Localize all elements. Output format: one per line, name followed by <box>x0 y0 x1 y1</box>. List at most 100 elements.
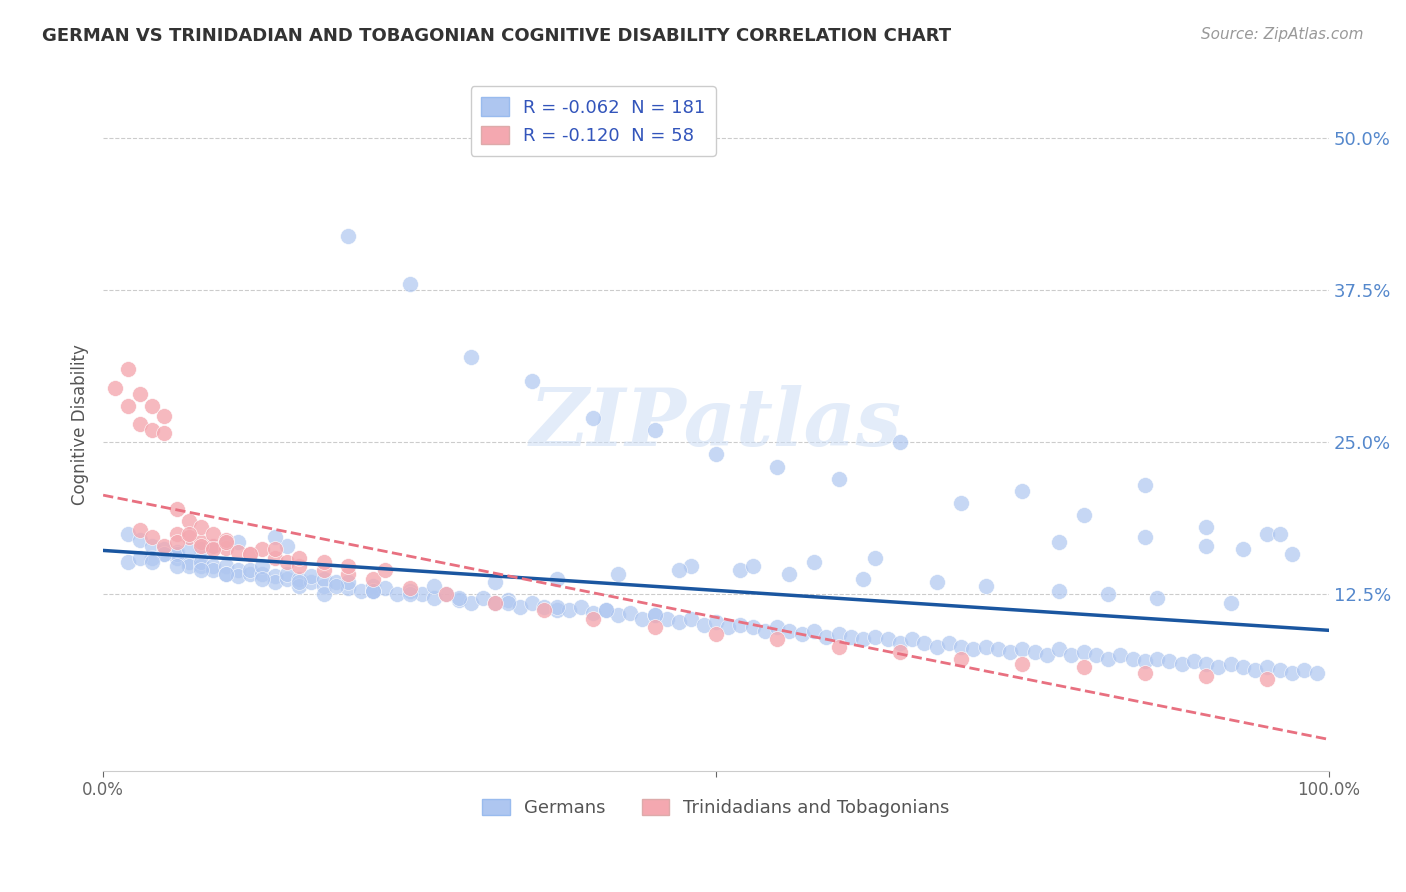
Point <box>263 575 285 590</box>
Point <box>398 581 420 595</box>
Point <box>962 642 984 657</box>
Point <box>288 579 311 593</box>
Point <box>177 559 200 574</box>
Point <box>387 587 409 601</box>
Point <box>129 523 152 537</box>
Point <box>766 459 789 474</box>
Point <box>166 547 188 561</box>
Point <box>288 550 311 565</box>
Point <box>129 533 152 547</box>
Point <box>215 533 238 547</box>
Point <box>288 559 311 574</box>
Point <box>141 550 163 565</box>
Point <box>202 539 225 553</box>
Point <box>1281 547 1303 561</box>
Point <box>741 559 763 574</box>
Point <box>730 563 752 577</box>
Point <box>1232 660 1254 674</box>
Point <box>950 640 973 654</box>
Point <box>361 583 384 598</box>
Point <box>582 411 605 425</box>
Point <box>803 624 825 638</box>
Point <box>912 636 935 650</box>
Point <box>925 575 948 590</box>
Point <box>681 559 703 574</box>
Point <box>998 644 1021 658</box>
Point <box>361 579 384 593</box>
Point <box>398 587 420 601</box>
Point <box>546 572 568 586</box>
Point <box>1195 520 1218 534</box>
Point <box>215 541 238 555</box>
Point <box>312 572 335 586</box>
Point <box>827 472 849 486</box>
Point <box>925 640 948 654</box>
Point <box>1047 583 1070 598</box>
Point <box>177 530 200 544</box>
Point <box>215 559 238 574</box>
Point <box>681 612 703 626</box>
Point <box>1133 478 1156 492</box>
Point <box>361 572 384 586</box>
Point <box>595 603 617 617</box>
Point <box>533 599 555 614</box>
Point <box>582 606 605 620</box>
Point <box>644 423 666 437</box>
Point <box>153 547 176 561</box>
Point <box>717 620 740 634</box>
Point <box>460 596 482 610</box>
Point <box>398 277 420 292</box>
Text: ZIPatlas: ZIPatlas <box>530 385 903 463</box>
Point <box>704 447 727 461</box>
Point <box>337 559 360 574</box>
Point <box>190 539 212 553</box>
Point <box>496 593 519 607</box>
Point <box>239 566 262 581</box>
Point <box>252 566 274 581</box>
Point <box>1073 508 1095 523</box>
Point <box>1073 644 1095 658</box>
Point <box>411 587 433 601</box>
Point <box>889 636 911 650</box>
Point <box>215 535 238 549</box>
Point <box>1305 666 1327 681</box>
Point <box>215 535 238 549</box>
Point <box>190 554 212 568</box>
Point <box>153 547 176 561</box>
Point <box>166 535 188 549</box>
Point <box>141 530 163 544</box>
Point <box>938 636 960 650</box>
Point <box>104 381 127 395</box>
Point <box>166 559 188 574</box>
Point <box>1256 673 1278 687</box>
Point <box>1146 652 1168 666</box>
Point <box>827 627 849 641</box>
Point <box>520 596 543 610</box>
Point <box>153 539 176 553</box>
Point <box>276 566 298 581</box>
Point <box>202 563 225 577</box>
Point <box>398 583 420 598</box>
Point <box>423 591 446 605</box>
Point <box>252 559 274 574</box>
Point <box>779 566 801 581</box>
Point <box>1232 542 1254 557</box>
Point <box>1133 530 1156 544</box>
Point <box>337 575 360 590</box>
Point <box>730 617 752 632</box>
Point <box>202 539 225 553</box>
Point <box>1133 666 1156 681</box>
Point <box>263 569 285 583</box>
Point <box>644 607 666 622</box>
Point <box>423 579 446 593</box>
Point <box>1146 591 1168 605</box>
Point <box>558 603 581 617</box>
Point <box>741 620 763 634</box>
Point <box>1281 666 1303 681</box>
Point <box>1170 657 1192 671</box>
Point <box>301 575 323 590</box>
Point <box>815 630 838 644</box>
Point <box>606 607 628 622</box>
Point <box>190 542 212 557</box>
Point <box>190 535 212 549</box>
